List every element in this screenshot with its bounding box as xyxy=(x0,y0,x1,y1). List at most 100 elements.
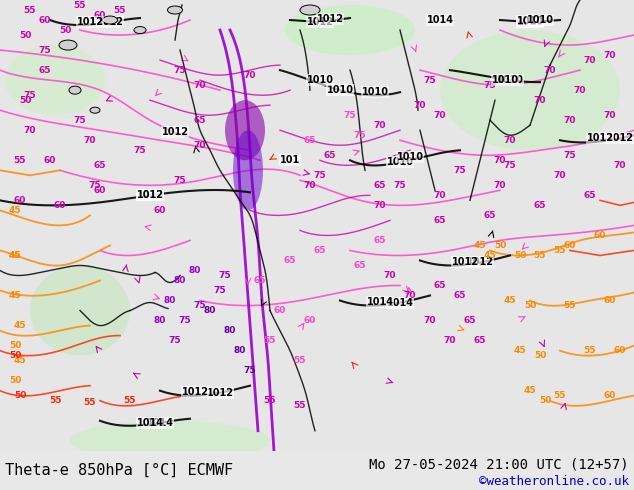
Text: 75: 75 xyxy=(314,171,327,180)
Text: 75: 75 xyxy=(394,181,406,190)
Text: 1012: 1012 xyxy=(77,17,103,27)
Text: 60: 60 xyxy=(604,296,616,305)
Text: 1014: 1014 xyxy=(387,297,413,308)
Text: 75: 75 xyxy=(424,75,436,85)
Text: 45: 45 xyxy=(524,386,536,395)
Text: 55: 55 xyxy=(49,396,61,405)
Text: 1010: 1010 xyxy=(327,85,354,95)
Text: 65: 65 xyxy=(354,261,366,270)
Text: 70: 70 xyxy=(243,71,256,80)
Text: 70: 70 xyxy=(424,316,436,325)
Text: 70: 70 xyxy=(374,121,386,130)
Text: 45: 45 xyxy=(9,251,22,260)
Text: 1012: 1012 xyxy=(162,127,188,137)
Text: 80: 80 xyxy=(224,326,236,335)
Text: 60: 60 xyxy=(54,201,66,210)
Text: 50: 50 xyxy=(59,25,71,35)
Text: 75: 75 xyxy=(219,271,231,280)
Text: 55: 55 xyxy=(553,246,566,255)
Text: 70: 70 xyxy=(494,156,507,165)
Text: 45: 45 xyxy=(9,291,22,300)
Text: 50: 50 xyxy=(494,241,506,250)
Text: 55: 55 xyxy=(564,301,576,310)
Text: 1012: 1012 xyxy=(136,190,164,200)
Text: 45: 45 xyxy=(503,296,516,305)
Text: 65: 65 xyxy=(94,161,107,170)
Text: 70: 70 xyxy=(84,136,96,145)
Text: 1010: 1010 xyxy=(517,17,543,27)
Text: 65: 65 xyxy=(324,151,336,160)
Text: 65: 65 xyxy=(194,116,206,125)
Text: 45: 45 xyxy=(514,346,526,355)
Text: 65: 65 xyxy=(434,216,446,225)
Text: 60: 60 xyxy=(39,16,51,24)
Text: 75: 75 xyxy=(564,151,576,160)
Text: 60: 60 xyxy=(94,186,106,195)
Text: 50: 50 xyxy=(9,351,21,360)
Text: 1010: 1010 xyxy=(387,157,413,167)
Text: 70: 70 xyxy=(564,116,576,125)
Text: 50: 50 xyxy=(524,301,536,310)
Text: 50: 50 xyxy=(514,251,526,260)
Text: 55: 55 xyxy=(23,5,36,15)
Text: 70: 70 xyxy=(614,161,626,170)
Text: 1012: 1012 xyxy=(207,388,233,398)
Text: 1014: 1014 xyxy=(366,296,394,307)
Text: 75: 75 xyxy=(179,316,191,325)
Text: 70: 70 xyxy=(414,100,426,110)
Text: 1010: 1010 xyxy=(306,75,333,85)
Text: 1010: 1010 xyxy=(526,15,553,25)
Text: Mo 27-05-2024 21:00 UTC (12+57): Mo 27-05-2024 21:00 UTC (12+57) xyxy=(370,458,629,472)
Text: 1010: 1010 xyxy=(517,16,543,26)
Text: 45: 45 xyxy=(9,206,22,215)
Text: 75: 75 xyxy=(194,301,206,310)
Text: 55: 55 xyxy=(584,346,596,355)
Text: 55: 55 xyxy=(294,401,306,410)
Text: 60: 60 xyxy=(604,391,616,400)
Text: 70: 70 xyxy=(574,86,586,95)
Text: 80: 80 xyxy=(234,346,246,355)
Ellipse shape xyxy=(59,40,77,50)
Text: 1010: 1010 xyxy=(496,75,524,85)
Text: 75: 75 xyxy=(484,81,496,90)
Ellipse shape xyxy=(167,6,183,14)
Text: 60: 60 xyxy=(154,206,166,215)
Text: 75: 75 xyxy=(39,46,51,54)
Text: 80: 80 xyxy=(174,276,186,285)
Text: 70: 70 xyxy=(23,126,36,135)
Text: 1012: 1012 xyxy=(181,387,209,397)
Text: 60: 60 xyxy=(614,346,626,355)
Text: 75: 75 xyxy=(243,366,256,375)
Text: 75: 75 xyxy=(344,111,356,120)
Text: 1010: 1010 xyxy=(491,75,519,85)
Text: 55: 55 xyxy=(124,396,136,405)
Text: 65: 65 xyxy=(254,276,266,285)
Ellipse shape xyxy=(90,107,100,113)
Text: 65: 65 xyxy=(463,316,476,325)
Text: 70: 70 xyxy=(434,111,446,120)
Text: 60: 60 xyxy=(274,306,286,315)
Text: 80: 80 xyxy=(164,296,176,305)
Text: 1012: 1012 xyxy=(316,14,344,24)
Text: 70: 70 xyxy=(444,336,456,345)
Text: 80: 80 xyxy=(189,266,201,275)
Text: 50: 50 xyxy=(19,30,31,40)
Text: 55: 55 xyxy=(553,391,566,400)
Text: 65: 65 xyxy=(534,201,547,210)
Text: 75: 75 xyxy=(174,176,186,185)
Text: 65: 65 xyxy=(484,211,496,220)
Text: 1014: 1014 xyxy=(146,418,174,428)
Text: 75: 75 xyxy=(74,116,86,125)
Text: 1010: 1010 xyxy=(361,87,389,97)
Text: 55: 55 xyxy=(84,398,96,407)
Text: 65: 65 xyxy=(39,66,51,74)
Text: 60: 60 xyxy=(594,231,606,240)
Text: 75: 75 xyxy=(174,66,186,74)
Text: 45: 45 xyxy=(14,321,27,330)
Ellipse shape xyxy=(233,130,263,210)
Text: 1012: 1012 xyxy=(451,257,479,268)
Text: 55: 55 xyxy=(294,356,306,365)
Text: 50: 50 xyxy=(534,351,546,360)
Text: 50: 50 xyxy=(539,396,551,405)
Text: 45: 45 xyxy=(14,356,27,365)
